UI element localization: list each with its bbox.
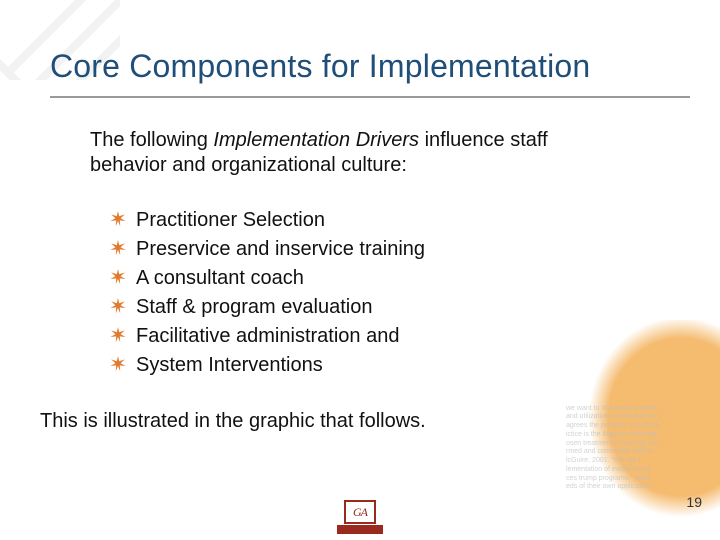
- bullet-text: Practitioner Selection: [136, 208, 325, 233]
- list-item: Preservice and inservice training: [110, 237, 570, 262]
- ghost-line: we want to find ways to solve: [566, 405, 716, 414]
- intro-before: The following: [90, 129, 213, 151]
- bullet-star-icon: [110, 211, 126, 227]
- list-item: A consultant coach: [110, 266, 570, 291]
- list-item: Staff & program evaluation: [110, 295, 570, 320]
- ghost-line: osen treatment or training ma: [566, 440, 716, 449]
- bullet-star-icon: [110, 327, 126, 343]
- ghost-line: lementation of evidence-ba: [566, 466, 716, 475]
- bullet-text: Facilitative administration and: [136, 324, 399, 349]
- slide: Core Components for Implementation The f…: [0, 0, 720, 540]
- bullet-star-icon: [110, 356, 126, 372]
- intro-italic: Implementation Drivers: [213, 129, 419, 151]
- list-item: Practitioner Selection: [110, 208, 570, 233]
- ghost-quote-text: we want to find ways to solve and utiliz…: [566, 405, 716, 493]
- list-item: System Interventions: [110, 353, 570, 378]
- footer-logo: GA: [337, 500, 383, 534]
- title-rule: [50, 96, 690, 98]
- slide-title: Core Components for Implementation: [50, 48, 690, 85]
- bullet-list: Practitioner Selection Preservice and in…: [110, 208, 570, 382]
- logo-initials: GA: [344, 500, 376, 524]
- bullet-text: System Interventions: [136, 353, 323, 378]
- logo-bar: [337, 525, 383, 534]
- ghost-line: and utilization cannot take us v: [566, 413, 716, 422]
- ghost-line: rmed and committed staff wi: [566, 448, 716, 457]
- bullet-star-icon: [110, 298, 126, 314]
- intro-text: The following Implementation Drivers inf…: [90, 128, 620, 178]
- ghost-line: agrees the problem is to close: [566, 422, 716, 431]
- list-item: Facilitative administration and: [110, 324, 570, 349]
- decorative-blob: [560, 320, 720, 520]
- ghost-line: lcGuire, 2001. "We are f: [566, 457, 716, 466]
- followup-text: This is illustrated in the graphic that …: [40, 410, 426, 433]
- bullet-text: A consultant coach: [136, 266, 304, 291]
- ghost-line: ces trump programs." «Mct: [566, 475, 716, 484]
- ghost-line: eds of their own application: [566, 483, 716, 492]
- page-number: 19: [686, 494, 702, 510]
- bullet-star-icon: [110, 269, 126, 285]
- decorative-blob-wrap: we want to find ways to solve and utiliz…: [550, 320, 720, 520]
- ghost-line: ictice is the biggest challenge: [566, 431, 716, 440]
- bullet-text: Preservice and inservice training: [136, 237, 425, 262]
- bullet-star-icon: [110, 240, 126, 256]
- bullet-text: Staff & program evaluation: [136, 295, 372, 320]
